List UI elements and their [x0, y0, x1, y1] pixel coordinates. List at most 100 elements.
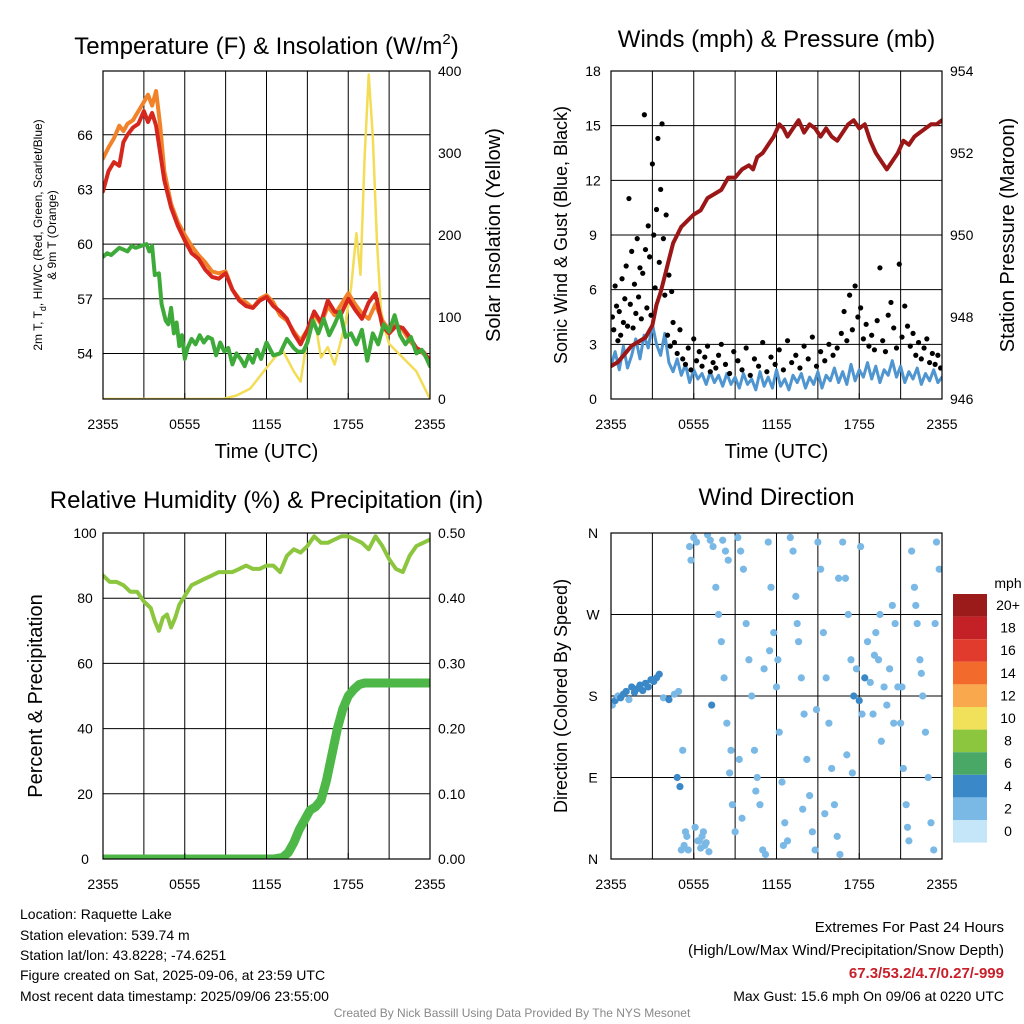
y-tick-label: 18	[585, 63, 601, 79]
y2-tick-label: 200	[438, 227, 462, 243]
x-tick-label: 1155	[761, 416, 791, 432]
gust-point	[830, 352, 836, 358]
direction-point	[885, 665, 894, 673]
gust-point	[915, 339, 922, 346]
direction-point	[673, 773, 681, 782]
legend-label: 18	[1000, 620, 1016, 636]
direction-point	[830, 801, 839, 809]
max-gust-text: Max Gust: 15.6 mph On 09/06 at 0220 UTC	[733, 988, 1004, 1004]
temp-y-label-line2: & 9m T (Orange)	[45, 190, 59, 280]
legend-label: 12	[1000, 687, 1016, 703]
temp-grid	[102, 71, 431, 399]
legend-swatch	[953, 707, 987, 730]
direction-point	[847, 656, 855, 664]
gust-point	[645, 223, 651, 229]
gust-point	[924, 336, 930, 342]
direction-point	[764, 538, 772, 546]
gust-point	[641, 112, 647, 118]
direction-point	[930, 846, 938, 854]
title-text: Wind Direction	[698, 484, 854, 511]
rh-y-label: Percent & Precipitation	[25, 594, 47, 797]
latlon-text: Station lat/lon: 43.8228; -74.6251	[20, 947, 227, 963]
direction-point	[876, 610, 884, 619]
gust-point	[715, 352, 722, 358]
legend-label: 8	[1004, 733, 1012, 749]
x-tick-label: 2355	[595, 416, 626, 432]
direction-point	[674, 687, 683, 696]
x-tick-label: 1755	[844, 876, 875, 892]
direction-point	[913, 619, 921, 628]
temp-chart: 2355 0555 1155 1755 2355 54 57 60 63 66 0 100 200 300…	[31, 31, 505, 463]
legend-label: 2	[1004, 800, 1012, 816]
x-tick-label: 0555	[169, 416, 200, 432]
y-tick-label: 15	[585, 118, 601, 134]
gust-point	[809, 334, 815, 340]
direction-point	[821, 810, 829, 818]
direction-point	[778, 778, 786, 786]
direction-point	[772, 683, 781, 691]
gust-point	[634, 236, 640, 242]
direction-point	[819, 629, 827, 637]
wind-y2-label: Station Pressure (Maroon)	[997, 118, 1019, 353]
gust-point	[891, 325, 897, 331]
gust-point	[685, 345, 691, 351]
x-tick-label: 0555	[678, 876, 709, 892]
gust-point	[627, 301, 633, 307]
direction-point	[697, 844, 705, 852]
direction-point	[786, 533, 794, 542]
direction-point	[890, 719, 898, 727]
gust-point	[844, 338, 850, 344]
y-tick-label: 12	[585, 172, 601, 188]
direction-point	[628, 683, 636, 691]
gust-point	[793, 352, 799, 358]
x-tick-label: 0555	[169, 876, 200, 892]
gust-point	[619, 276, 625, 282]
gust-point	[696, 349, 702, 355]
speed-legend: mph 20+ 18 16 14 12 10 8 6 4 2 0	[953, 575, 1022, 843]
gust-point	[670, 319, 676, 326]
title-superscript: 2	[442, 31, 450, 48]
x-tick-label: 2355	[87, 416, 118, 432]
temp-y-label: 2m T, Td, HI/WC (Red, Green, Scarlet/Blu…	[31, 119, 48, 350]
direction-point	[723, 719, 731, 727]
direction-point	[731, 828, 739, 836]
direction-point	[912, 601, 920, 610]
gust-point	[822, 358, 828, 364]
rh-data	[103, 534, 430, 859]
gust-point	[620, 319, 627, 326]
direction-point	[775, 728, 783, 736]
gust-point	[841, 308, 847, 315]
direction-point	[721, 547, 730, 555]
gust-point	[642, 246, 649, 253]
gust-point	[660, 236, 667, 242]
direction-point	[742, 619, 750, 628]
gust-point	[612, 283, 618, 289]
direction-point	[834, 574, 843, 582]
direction-point	[932, 538, 941, 546]
gust-point	[926, 359, 933, 366]
direction-point	[794, 638, 803, 646]
direction-point	[841, 574, 850, 582]
gust-point	[722, 361, 729, 367]
recent-data-text: Most recent data timestamp: 2025/09/06 2…	[20, 988, 329, 1004]
gust-point	[663, 212, 669, 218]
y-tick-label: 66	[77, 127, 93, 143]
direction-point	[883, 701, 891, 709]
legend-label: 10	[1000, 710, 1016, 726]
legend-swatch	[953, 639, 987, 662]
gust-point	[760, 339, 766, 346]
gust-point	[710, 359, 716, 366]
gust-point	[913, 352, 919, 358]
gust-point	[731, 349, 737, 355]
x-tick-label: 0555	[678, 416, 709, 432]
y-tick-label: 20	[77, 786, 93, 802]
direction-point	[770, 629, 778, 637]
title-text: Temperature (F) & Insolation (W/m	[74, 33, 442, 60]
created-text: Figure created on Sat, 2025-09-06, at 23…	[20, 967, 326, 983]
gust-point	[938, 365, 942, 371]
gust-point	[658, 186, 664, 193]
direction-point	[748, 692, 756, 700]
gust-point	[858, 305, 864, 311]
direction-point	[793, 619, 801, 628]
direction-point	[822, 674, 830, 682]
